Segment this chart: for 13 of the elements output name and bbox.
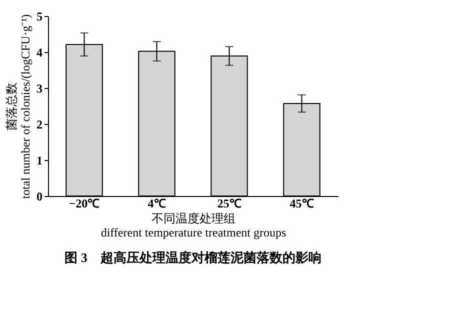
x-tick-label: 45℃ (290, 196, 314, 210)
x-axis-title: 不同温度处理组 different temperature treatment groups (100, 212, 287, 240)
y-tick-label: 5 (36, 10, 42, 24)
x-tick-label: 4℃ (148, 196, 166, 210)
text: 图 3 超高压处理温度对榴莲泥菌落数的影响 (64, 250, 322, 265)
y-axis-title: 菌落总数 total number of colonies/(logCFU·g⁻¹) (4, 14, 32, 199)
y-tick-label: 3 (36, 82, 42, 96)
x-tick-label: −20℃ (68, 196, 100, 210)
y-tick-label: 1 (36, 154, 42, 168)
y-tick-label: 0 (36, 190, 42, 204)
x-tick-label: 25℃ (217, 196, 242, 210)
y-tick-label: 2 (36, 118, 42, 132)
y-tick-label: 4 (36, 46, 42, 60)
